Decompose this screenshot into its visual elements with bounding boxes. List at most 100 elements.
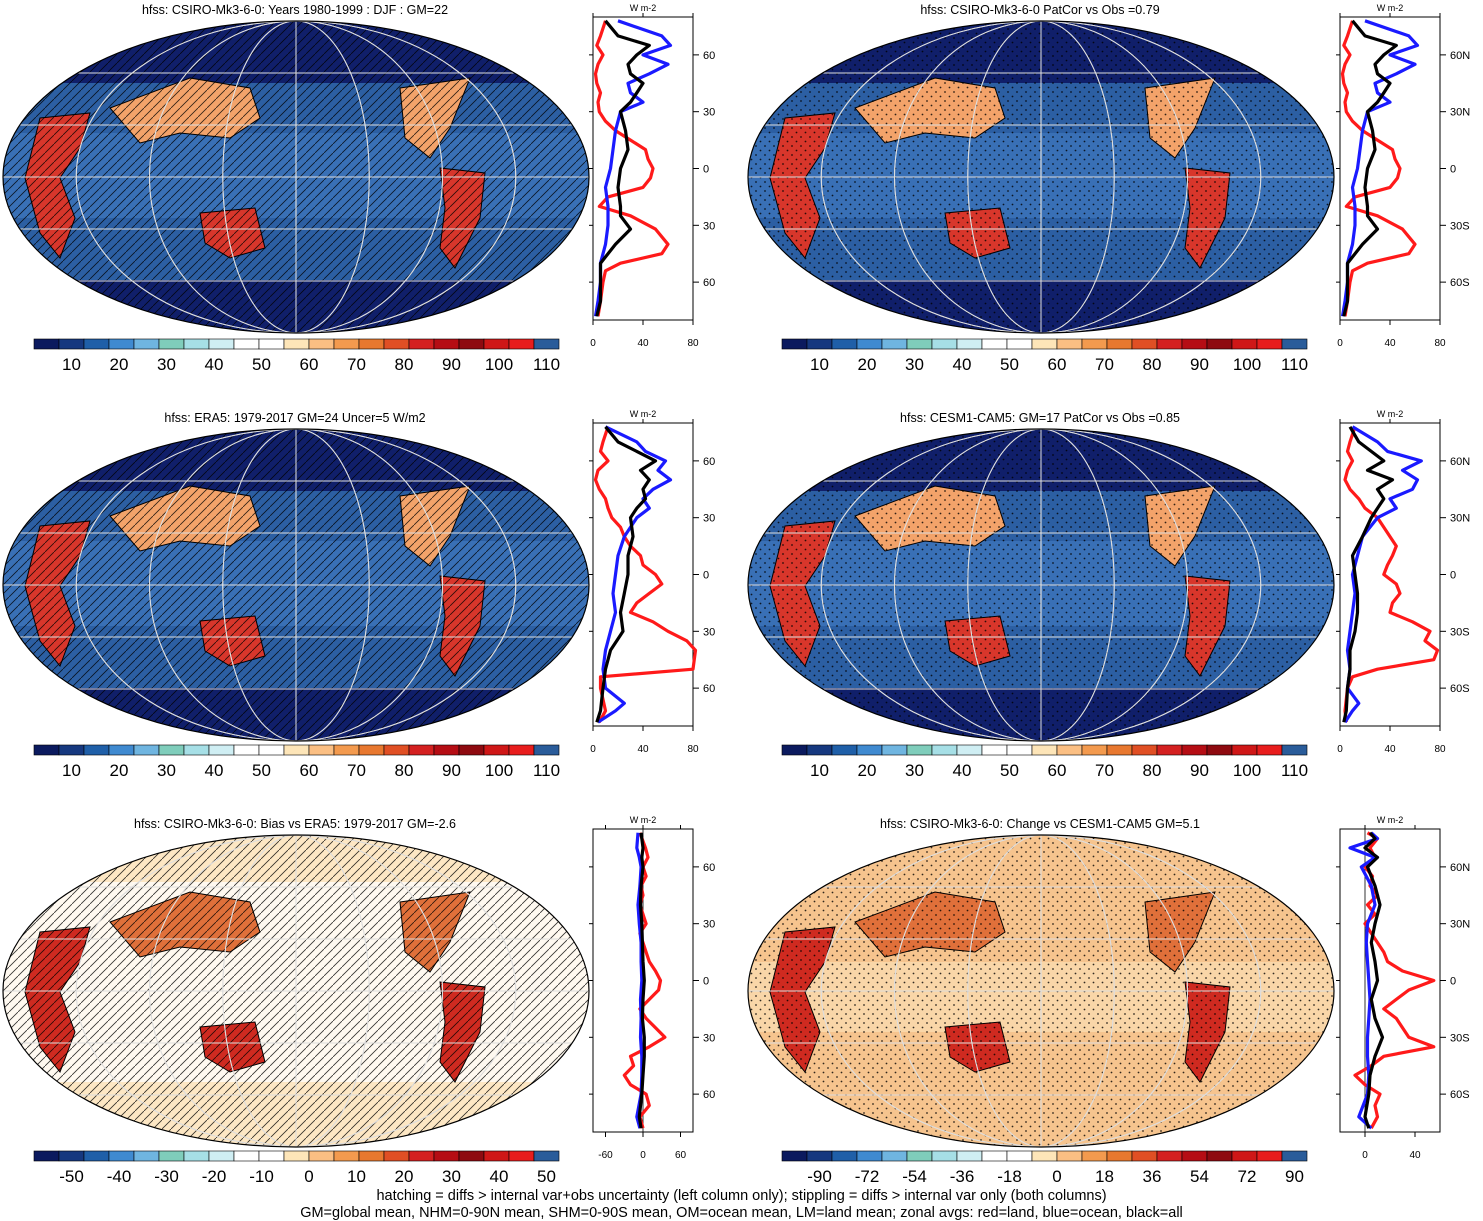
zonal-xtick-label: 0 — [1337, 744, 1343, 755]
colorbar-swatch — [856, 744, 883, 756]
map-panel-3 — [2, 428, 590, 742]
colorbar-swatch — [1056, 744, 1083, 756]
zonal-series-all — [595, 425, 658, 723]
colorbar-swatch — [283, 338, 310, 350]
zonal-series-all — [637, 832, 646, 1129]
map-outline — [2, 20, 590, 334]
colorbar-swatch — [1231, 1150, 1258, 1162]
zonal-mean-plot-2: W m-2 60N 30N 0 30S 60S 0 40 80 — [1336, 3, 1470, 349]
zonal-xtick-label: 40 — [1384, 338, 1396, 349]
longitude-line — [820, 21, 1262, 333]
colorbar-swatch — [333, 744, 360, 756]
colorbar-swatch — [108, 1150, 135, 1162]
colorbar-5: -50 -40 -30 -20 -10 0 10 20 30 40 50 — [33, 1150, 560, 1186]
colorbar-swatch — [1081, 744, 1108, 756]
colorbar-label: 60 — [1048, 761, 1067, 780]
zonal-mean-plot-4: W m-2 60N 30N 0 30S 60S 0 40 80 — [1336, 409, 1470, 755]
colorbar-swatch — [781, 1150, 808, 1162]
colorbar-label: 40 — [205, 761, 224, 780]
colorbar-label: 100 — [1233, 355, 1261, 374]
longitude-line — [75, 429, 517, 741]
zonal-xtick-label: 40 — [637, 744, 649, 755]
colorbar-swatch — [1181, 744, 1208, 756]
zonal-ytick-label: 60S — [1450, 277, 1470, 289]
colorbar-swatch — [483, 1150, 510, 1162]
colorbar-swatch — [458, 744, 485, 756]
colorbar-label: 90 — [442, 355, 461, 374]
panel-title-1: hfss: CSIRO-Mk3-6-0: Years 1980-1999 : D… — [141, 3, 449, 17]
colorbar-label: 100 — [485, 355, 513, 374]
colorbar-swatch — [408, 338, 435, 350]
zonal-ytick-label: 60N — [1450, 456, 1470, 468]
zonal-xtick-label: 80 — [687, 338, 699, 349]
colorbar-swatch — [981, 1150, 1008, 1162]
colorbar-swatch — [383, 338, 410, 350]
colorbar-label: 50 — [537, 1167, 556, 1186]
colorbar-label: 70 — [1095, 355, 1114, 374]
colorbar-swatch — [1231, 744, 1258, 756]
zonal-ytick-label: 60S — [703, 277, 715, 289]
colorbar-swatch — [458, 1150, 485, 1162]
zonal-xtick-label: 80 — [1434, 338, 1446, 349]
zonal-unit-label: W m-2 — [630, 815, 657, 825]
colorbar-swatch — [33, 338, 60, 350]
longitude-line — [967, 835, 1115, 1147]
colorbar-label: 10 — [347, 1167, 366, 1186]
colorbar-label: 80 — [1143, 355, 1162, 374]
colorbar-label: 110 — [533, 761, 560, 780]
colorbar-label: 10 — [810, 355, 829, 374]
longitude-line — [820, 835, 1262, 1147]
colorbar-swatch — [806, 744, 833, 756]
colorbar-swatch — [458, 338, 485, 350]
colorbar-swatch — [931, 1150, 958, 1162]
zonal-ytick-label: 60N — [703, 50, 715, 62]
colorbar-label: 100 — [1233, 761, 1261, 780]
zonal-ytick-label: 60S — [703, 1089, 715, 1101]
colorbar-swatch — [433, 744, 460, 756]
colorbar-label: 20 — [110, 761, 129, 780]
colorbar-swatch — [1131, 1150, 1158, 1162]
colorbar-swatch — [1081, 1150, 1108, 1162]
colorbar-swatch — [1081, 338, 1108, 350]
longitude-line — [222, 429, 370, 741]
colorbar-label: 20 — [395, 1167, 414, 1186]
colorbar-swatch — [806, 338, 833, 350]
colorbar-swatch — [483, 744, 510, 756]
colorbar-label: 20 — [858, 355, 877, 374]
zonal-xtick-label: 0 — [640, 1150, 646, 1161]
colorbar-swatch — [208, 1150, 235, 1162]
colorbar-label: 20 — [110, 355, 129, 374]
colorbar-swatch — [183, 1150, 210, 1162]
colorbar-swatch — [83, 1150, 110, 1162]
colorbar-swatch — [806, 1150, 833, 1162]
colorbar-swatch — [358, 1150, 385, 1162]
zonal-series-ocean — [597, 425, 673, 724]
zonal-series-land — [593, 20, 670, 317]
colorbar-swatch — [956, 1150, 983, 1162]
colorbar-label: 100 — [485, 761, 513, 780]
colorbar-swatch — [1056, 338, 1083, 350]
colorbar-swatch — [1106, 338, 1133, 350]
colorbar-swatch — [1031, 338, 1058, 350]
colorbar-label: 110 — [1281, 761, 1308, 780]
zonal-ytick-label: 60S — [1450, 683, 1470, 695]
colorbar-label: 0 — [1052, 1167, 1061, 1186]
colorbar-swatch — [508, 338, 535, 350]
colorbar-label: -90 — [807, 1167, 832, 1186]
zonal-unit-label: W m-2 — [1377, 3, 1404, 13]
colorbar-swatch — [508, 744, 535, 756]
colorbar-label: -36 — [950, 1167, 975, 1186]
longitude-line — [967, 429, 1115, 741]
colorbar-label: 30 — [157, 355, 176, 374]
zonal-xtick-label: 40 — [1409, 1150, 1421, 1161]
colorbar-label: 0 — [304, 1167, 313, 1186]
colorbar-swatch — [33, 744, 60, 756]
zonal-ytick-label: 0 — [703, 976, 709, 988]
colorbar-label: 90 — [1190, 355, 1209, 374]
footer-note-1: hatching = diffs > internal var+obs unce… — [376, 1188, 1107, 1204]
colorbar-label: 60 — [300, 761, 319, 780]
colorbar-swatch — [781, 744, 808, 756]
zonal-unit-label: W m-2 — [630, 3, 657, 13]
colorbar-1: 10 20 30 40 50 60 70 80 90 100 110 — [33, 338, 560, 374]
colorbar-swatch — [58, 1150, 85, 1162]
